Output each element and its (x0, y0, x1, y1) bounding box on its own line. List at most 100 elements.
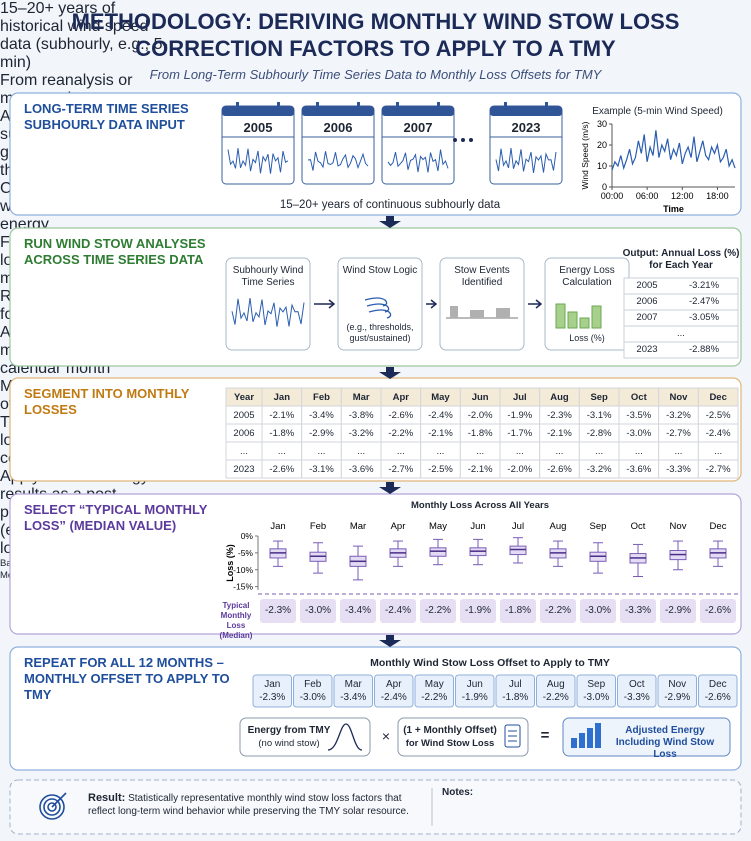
typical-value: -1.8% (504, 605, 532, 616)
table-text: -1.8% (269, 428, 295, 439)
flow-arrow (379, 372, 401, 379)
table-text: Dec (709, 392, 727, 403)
flow-arrow (386, 635, 394, 640)
bullet: 15–20+ years of historical wind speed da… (0, 0, 180, 72)
calendar-card (221, 105, 295, 185)
table-cell (697, 459, 739, 479)
table-text: -2.7% (666, 428, 691, 439)
sparkline-icon (307, 151, 369, 171)
loss-bar-icon (567, 311, 578, 329)
equation-result: Adjusted Energy Including Wind Stow Loss (615, 725, 715, 760)
table-text: -2.0% (467, 410, 493, 421)
bars-icon (579, 733, 585, 748)
offset-cell (252, 674, 292, 708)
subtitle: From Long-Term Subhourly Time Series Dat… (149, 67, 602, 82)
output-cell: -3.21% (688, 280, 720, 291)
table-text: -2.6% (547, 464, 572, 475)
calendar-ring (545, 102, 548, 110)
bell-icon (327, 723, 363, 751)
y-tick-label: 20 (597, 140, 607, 150)
ellipsis-dot (453, 138, 457, 142)
table-text: -2.4% (428, 410, 453, 421)
offset-month: Apr (385, 679, 402, 690)
section-heading: REPEAT FOR ALL 12 MONTHS – MONTHLY OFFSE… (24, 655, 230, 702)
typical-value: -2.2% (544, 605, 572, 616)
offset-cell (536, 674, 576, 708)
typical-value: -2.3% (264, 605, 292, 616)
table-text: ... (714, 446, 723, 457)
calendar-ring (316, 102, 319, 110)
table-text: -1.8% (467, 428, 493, 439)
calendar-ring (396, 102, 399, 110)
x-tick-label: Jul (512, 521, 524, 532)
calendar-band (490, 106, 562, 116)
equation-box (239, 717, 371, 757)
offset-value: -3.0% (299, 692, 326, 703)
offset-value: -2.4% (380, 692, 407, 703)
x-tick-label: Feb (310, 521, 326, 532)
bars-icon (571, 738, 577, 748)
y-tick-label: 0% (241, 531, 254, 541)
table-text: Mar (352, 392, 370, 403)
ellipsis-dot (469, 138, 473, 142)
offset-value: -2.2% (542, 692, 569, 703)
offset-cell (657, 674, 697, 708)
offset-month: Sep (587, 679, 606, 690)
section-heading: LONG-TERM TIME SERIES SUBHOURLY DATA INP… (24, 101, 189, 132)
table-text: -1.7% (507, 428, 533, 439)
typical-cell (580, 599, 616, 623)
table-text: -2.6% (269, 464, 295, 475)
typical-value: -2.9% (664, 605, 692, 616)
operator: = (540, 727, 550, 744)
calendar-ring (437, 102, 440, 110)
x-tick-label: Nov (670, 521, 687, 532)
table-text: ... (595, 446, 604, 457)
table-text: -3.0% (626, 428, 652, 439)
equation-text: (1 + Monthly Offset) (403, 725, 497, 736)
step-title: Wind Stow Logic (342, 265, 418, 276)
x-tick-label: 12:00 (671, 191, 694, 201)
table-text: -3.1% (586, 410, 612, 421)
target-icon (39, 794, 65, 820)
step-note: (e.g., thresholds, gust/sustained) (346, 322, 414, 343)
table-text: -3.1% (309, 464, 334, 475)
offset-month: Aug (546, 679, 565, 690)
offset-value: -3.3% (623, 692, 650, 703)
step-note: Loss (%) (569, 333, 605, 343)
offset-month: Nov (668, 679, 687, 690)
table-text: Apr (392, 392, 410, 403)
offset-cell (414, 674, 454, 708)
sparkline-icon (495, 147, 557, 173)
operator: × (381, 728, 391, 744)
table-text: -2.0% (507, 464, 533, 475)
table-text: ... (357, 446, 366, 457)
notes-title: Notes: (442, 787, 474, 798)
offset-month: Dec (708, 679, 727, 690)
output-row (623, 341, 739, 359)
table-text: ... (476, 446, 485, 457)
typical-value: -1.9% (464, 605, 492, 616)
table-text: ... (515, 446, 524, 457)
table-text: -3.5% (626, 410, 652, 421)
flow-arrow (379, 221, 401, 228)
event-icon (450, 306, 458, 318)
table-text: -3.3% (666, 464, 691, 475)
title: METHODOLOGY: DERIVING MONTHLY WIND STOW … (71, 9, 680, 61)
step-box (439, 257, 525, 351)
table-text: Feb (313, 392, 330, 403)
table-text: -2.5% (705, 410, 731, 421)
output-cell: 2023 (636, 344, 658, 355)
output-cell: -2.88% (688, 344, 720, 355)
year-label: 2023 (511, 120, 541, 135)
calendar-band (382, 106, 454, 116)
sparkline-icon (387, 149, 449, 173)
step-box (225, 257, 311, 351)
y-tick-label: 10 (597, 161, 607, 171)
offset-value: -2.2% (421, 692, 448, 703)
table-text: -3.4% (309, 410, 334, 421)
x-tick-label: Dec (710, 521, 727, 532)
calendar-ring (236, 102, 239, 110)
table-text: -2.8% (586, 428, 612, 439)
calendar-card (381, 105, 455, 185)
